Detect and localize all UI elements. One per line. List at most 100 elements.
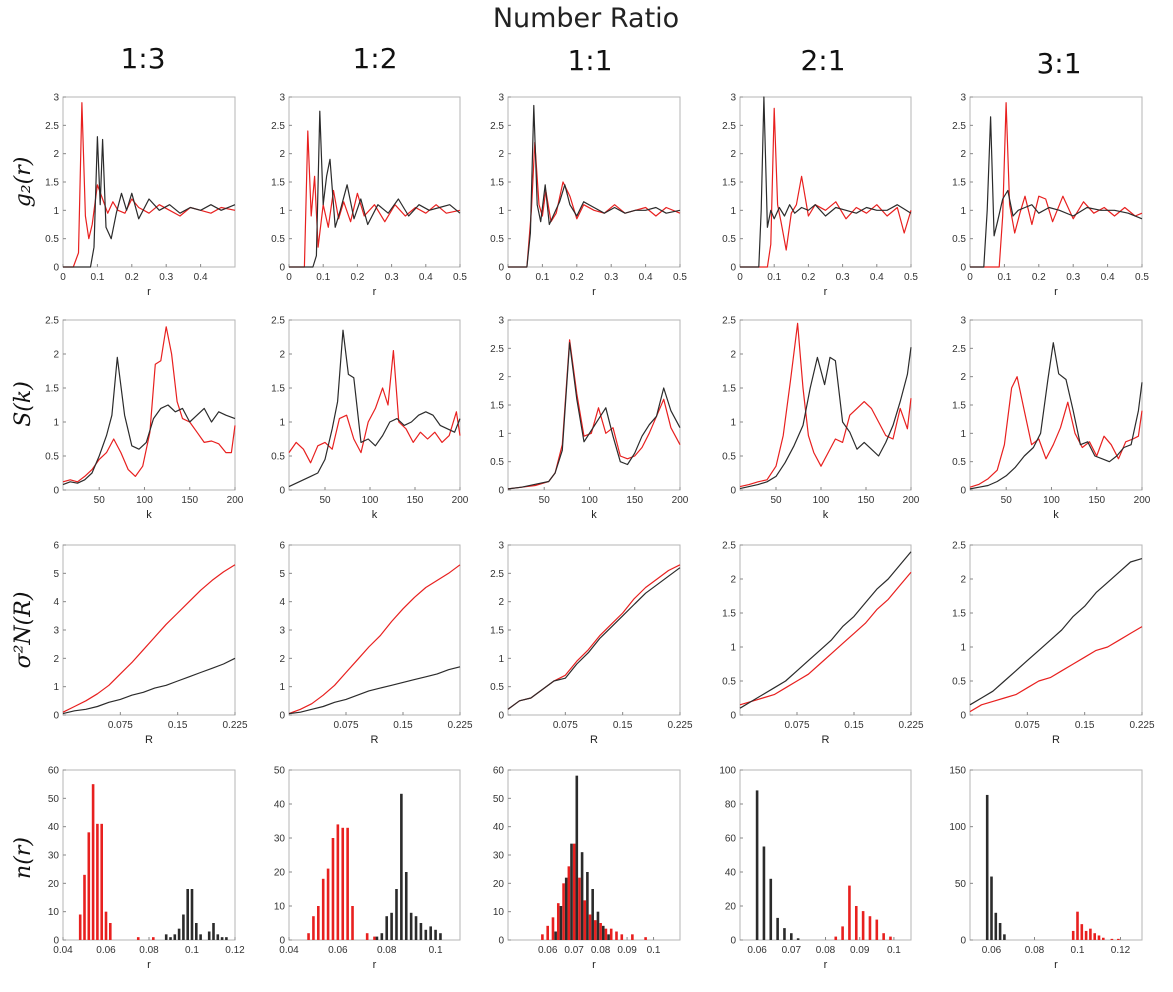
- x-tick-label: 0.1: [429, 945, 443, 956]
- x-axis-label: R: [145, 734, 153, 746]
- x-tick-label: 0.07: [782, 945, 802, 956]
- x-tick-label: 0.15: [393, 720, 413, 731]
- series-line-red: [740, 107, 912, 268]
- series-line-black: [970, 116, 1143, 268]
- histogram-bar-black: [173, 934, 177, 940]
- x-tick-label: 0.2: [801, 272, 815, 283]
- histogram-bar-red: [875, 919, 879, 940]
- histogram-bar-black: [559, 906, 563, 940]
- series-line-black: [288, 329, 461, 488]
- x-tick-label: 0.075: [784, 720, 809, 731]
- x-axis-label: r: [824, 959, 828, 971]
- histogram-bar-red: [609, 928, 613, 940]
- histogram-bar-red: [87, 832, 91, 940]
- panel-r1-c4: 0 0.5 1 1.5 2 2.5 3 50 100 150 200 k: [952, 316, 1151, 522]
- histogram-bar-red: [307, 933, 310, 940]
- x-tick-label: 100: [813, 495, 830, 506]
- y-tick-label: 0: [279, 936, 285, 947]
- axes-frame: [507, 544, 681, 716]
- y-tick-label: 0: [498, 711, 504, 722]
- x-axis-label: k: [823, 509, 829, 521]
- y-tick-label: 1.5: [952, 178, 966, 189]
- row-label-sk: S(k): [11, 381, 36, 427]
- histogram-bar-black: [994, 912, 998, 940]
- y-tick-label: 2: [53, 350, 59, 361]
- histogram-bar-black: [586, 872, 589, 940]
- histogram-bar-black: [434, 929, 437, 940]
- series-line-black: [740, 96, 912, 268]
- x-axis-label: r: [147, 286, 151, 298]
- y-tick-label: 1: [53, 206, 59, 217]
- y-tick-label: 0.5: [490, 457, 504, 468]
- histogram-bar-black: [985, 794, 989, 940]
- histogram-bar-red: [556, 903, 560, 940]
- histogram-bar-red: [1117, 938, 1120, 940]
- y-tick-label: 0: [960, 486, 966, 497]
- x-tick-label: 200: [1134, 495, 1151, 506]
- histogram-bar-black: [596, 911, 600, 940]
- x-axis-label: r: [1054, 959, 1058, 971]
- panel-r1-c3: 0 0.5 1 1.5 2 2.5 50 100 150 200 k: [722, 316, 920, 522]
- histogram-bar-red: [868, 916, 872, 940]
- panel-r1-c0: 0 0.5 1 1.5 2 2.5 50 100 150 200 k: [45, 316, 244, 522]
- histogram-bar-red: [882, 933, 885, 940]
- histogram-bar-red: [365, 933, 369, 940]
- y-tick-label: 1: [730, 643, 736, 654]
- y-tick-label: 4: [53, 597, 59, 608]
- histogram-bar-red: [152, 937, 155, 940]
- series-line-red: [969, 376, 1143, 488]
- histogram-bar-red: [346, 827, 349, 940]
- y-tick-label: 2: [498, 597, 504, 608]
- y-tick-label: 2: [730, 575, 736, 586]
- x-tick-label: 0.09: [850, 945, 870, 956]
- histogram-bar-black: [390, 912, 393, 940]
- row-label-sigma: σ²N(R): [11, 592, 36, 669]
- x-axis-label: R: [590, 734, 598, 746]
- panel-r0-c2: 0 0.5 1 1.5 2 2.5 3 0 0.1 0.2 0.3 0.4 0.5 r: [490, 93, 687, 299]
- y-tick-label: 10: [274, 902, 286, 913]
- panel-r1-c1: 0 0.5 1 1.5 2 2.5 50 100 150 200 k: [271, 316, 469, 522]
- histogram-bar-red: [889, 936, 892, 940]
- y-tick-label: 2.5: [952, 344, 966, 355]
- x-tick-label: 0.075: [333, 720, 358, 731]
- panels: 00.511.522.530 0.1 0.2 0.3 0.4r00.511.522.53…: [45, 93, 1155, 972]
- y-tick-label: 30: [48, 851, 60, 862]
- x-tick-label: 0.4: [639, 272, 653, 283]
- histogram-bar-red: [321, 878, 325, 940]
- panel-r0-c1: 0 0.5 1 1.5 2 2.5 3 0 0.1 0.2 0.3 0.4 0.5 r: [271, 93, 467, 299]
- histogram-bar-black: [225, 937, 228, 940]
- histogram-bar-red: [96, 823, 99, 940]
- y-tick-label: 40: [274, 800, 286, 811]
- x-tick-label: 0.2: [350, 272, 364, 283]
- histogram-bar-black: [385, 916, 389, 940]
- panel-r0-c0: 0 0.5 1 1.5 2 2.5 3 0 0.1 0.2 0.3 0.4 r: [45, 93, 236, 298]
- histogram-bar-red: [588, 914, 592, 940]
- x-axis-label: r: [373, 286, 377, 298]
- y-tick-label: 0: [53, 936, 59, 947]
- y-tick-label: 0.5: [45, 234, 59, 245]
- axes-frame: [969, 319, 1143, 491]
- y-tick-label: 2.5: [952, 121, 966, 132]
- x-tick-label: 0.06: [96, 945, 116, 956]
- y-tick-label: 1.5: [45, 384, 59, 395]
- panel-r3-c2: 0 10 20 30 40 50 60 0.06 0.07 0.08 0.09 0.1 r: [493, 766, 681, 971]
- y-tick-label: 100: [949, 822, 966, 833]
- axes-frame: [288, 769, 461, 941]
- histogram-bar-black: [424, 929, 428, 940]
- x-tick-label: 200: [672, 495, 689, 506]
- y-tick-label: 2: [960, 575, 966, 586]
- y-tick-label: 6: [53, 541, 59, 552]
- histogram-bar-black: [195, 923, 198, 940]
- histogram-bar-red: [583, 900, 587, 940]
- histogram-bar-red: [317, 906, 320, 940]
- y-tick-label: 40: [493, 822, 505, 833]
- row-label-g2: g₂(r): [11, 157, 36, 208]
- histogram-bar-red: [1084, 930, 1088, 940]
- y-tick-label: 0.5: [490, 682, 504, 693]
- y-tick-label: 2.5: [722, 316, 736, 327]
- histogram-bar-red: [578, 877, 581, 940]
- histogram-bar-red: [546, 925, 549, 940]
- y-tick-label: 60: [48, 766, 60, 777]
- x-tick-label: 0.06: [328, 945, 348, 956]
- x-axis-label: R: [371, 734, 379, 746]
